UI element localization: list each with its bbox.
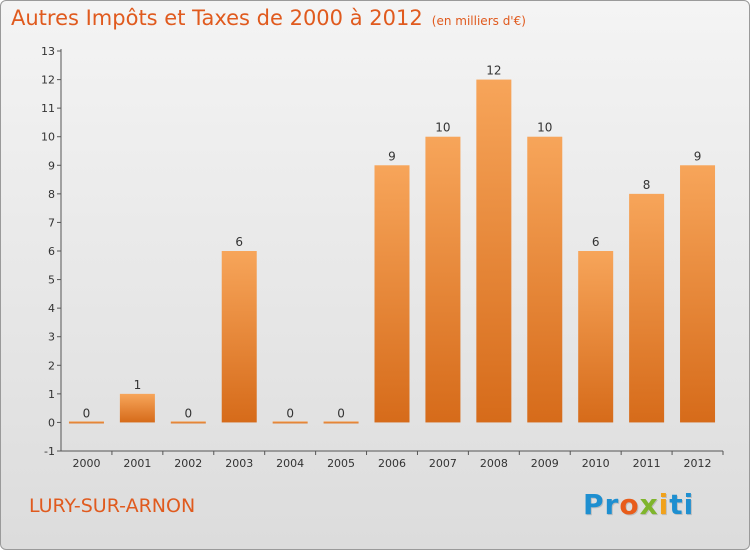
bar-value-label: 10 [537, 121, 552, 135]
x-tick-label: 2012 [684, 457, 712, 470]
bar [578, 251, 614, 423]
logo-part: Pr [583, 488, 620, 521]
bar [323, 421, 359, 424]
bar [629, 193, 665, 423]
chart-title: Autres Impôts et Taxes de 2000 à 2012 (e… [11, 6, 526, 30]
y-tick-label: 12 [41, 74, 55, 87]
x-tick-label: 2009 [531, 457, 559, 470]
x-tick-label: 2001 [123, 457, 151, 470]
y-tick-label: 3 [48, 331, 55, 344]
y-tick-label: 11 [41, 102, 55, 115]
chart-unit: (en milliers d'€) [431, 14, 526, 28]
x-tick-label: 2004 [276, 457, 304, 470]
y-tick-label: 6 [48, 245, 55, 258]
y-tick-label: 13 [41, 45, 55, 58]
bar-value-label: 0 [286, 406, 294, 420]
x-tick-label: 2005 [327, 457, 355, 470]
bar [119, 393, 155, 423]
x-tick-label: 2007 [429, 457, 457, 470]
y-tick-label: -1 [44, 445, 55, 458]
y-tick-label: 1 [48, 388, 55, 401]
x-tick-label: 2000 [72, 457, 100, 470]
x-tick-label: 2008 [480, 457, 508, 470]
x-tick-label: 2002 [174, 457, 202, 470]
bar-value-label: 1 [134, 378, 142, 392]
logo-part: x [639, 488, 659, 521]
proxiti-logo: Proxiti [583, 488, 694, 521]
bar [680, 165, 716, 423]
bar-value-label: 8 [643, 178, 651, 192]
bar [527, 136, 563, 423]
x-tick-label: 2003 [225, 457, 253, 470]
y-tick-label: 0 [48, 416, 55, 429]
bar-value-label: 10 [435, 121, 450, 135]
bar-value-label: 9 [694, 149, 702, 163]
x-tick-label: 2010 [582, 457, 610, 470]
bar [68, 421, 104, 424]
bar [170, 421, 206, 424]
bar [221, 251, 257, 423]
y-tick-label: 8 [48, 188, 55, 201]
city-name: LURY-SUR-ARNON [29, 495, 196, 517]
chart-title-text: Autres Impôts et Taxes de 2000 à 2012 [11, 6, 423, 30]
x-tick-label: 2011 [633, 457, 661, 470]
y-tick-label: 10 [41, 131, 55, 144]
y-tick-label: 5 [48, 274, 55, 287]
logo-part: i [658, 488, 670, 521]
y-tick-label: 9 [48, 159, 55, 172]
logo-part: o [619, 488, 640, 521]
bar-value-label: 9 [388, 149, 396, 163]
y-tick-label: 4 [48, 302, 55, 315]
bar [425, 136, 461, 423]
bar-value-label: 0 [337, 406, 345, 420]
y-tick-label: 7 [48, 216, 55, 229]
bar [272, 421, 308, 424]
x-tick-label: 2006 [378, 457, 406, 470]
bar-value-label: 6 [235, 235, 243, 249]
bar [476, 79, 512, 423]
bar-value-label: 0 [184, 406, 192, 420]
bar-value-label: 0 [83, 406, 91, 420]
bar [374, 165, 410, 423]
bar-value-label: 6 [592, 235, 600, 249]
y-tick-label: 2 [48, 359, 55, 372]
logo-part: ti [669, 488, 695, 521]
bar-value-label: 12 [486, 64, 501, 78]
